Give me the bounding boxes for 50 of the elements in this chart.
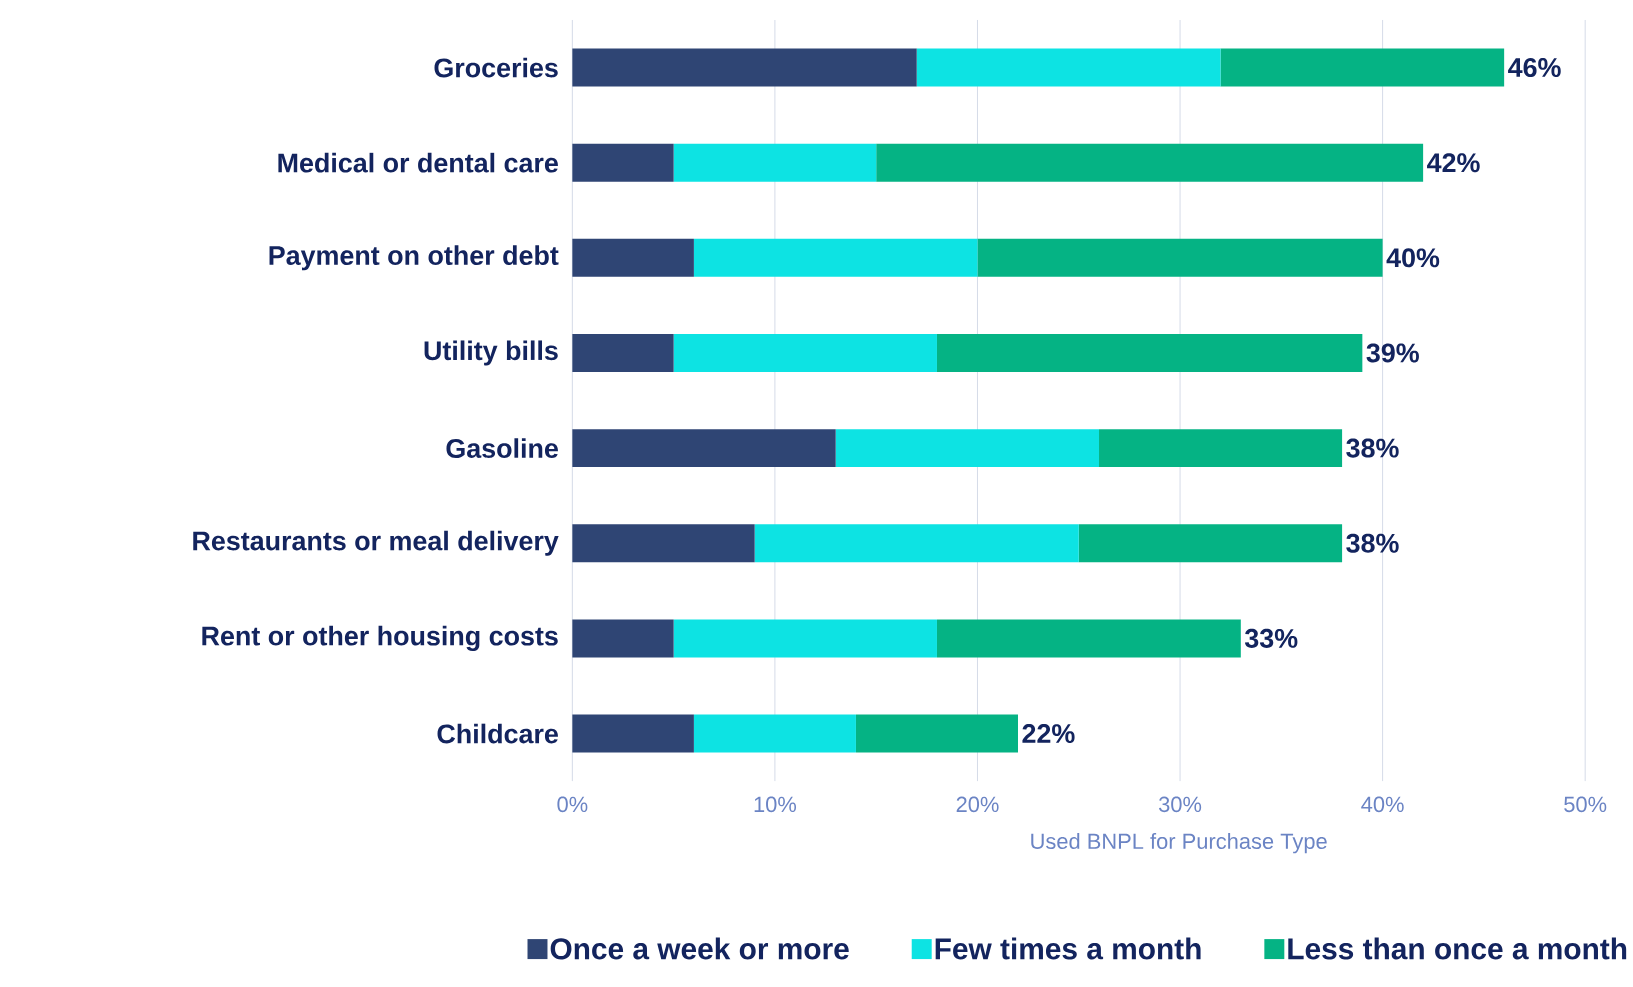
- total-label: 38%: [1346, 533, 1399, 553]
- x-tick-label: 40%: [1361, 796, 1404, 813]
- total-label: 46%: [1508, 58, 1561, 78]
- total-label: 40%: [1386, 248, 1440, 268]
- y-tick-label: Rent or other housing costs: [202, 625, 558, 652]
- bar: [693, 714, 856, 753]
- bar: [855, 714, 1018, 753]
- x-tick-label: 0%: [557, 796, 588, 813]
- y-tick-label: Childcare: [437, 723, 558, 744]
- bar: [1099, 429, 1343, 468]
- total-label: 42%: [1427, 153, 1480, 173]
- bar: [673, 619, 937, 658]
- bar: [572, 334, 674, 373]
- y-tick-label: Medical or dental care: [278, 152, 558, 173]
- total-label: 33%: [1244, 628, 1298, 648]
- y-tick-label: Payment on other debt: [269, 245, 559, 271]
- y-tick-label: Gasoline: [446, 438, 558, 459]
- bar: [572, 524, 755, 563]
- total-label: 22%: [1022, 724, 1075, 744]
- bar: [977, 238, 1383, 277]
- bar: [572, 714, 694, 753]
- y-tick-label: Restaurants or meal delivery: [193, 530, 559, 556]
- bar: [1220, 48, 1505, 87]
- x-tick-label: 30%: [1158, 796, 1202, 813]
- total-label: 38%: [1346, 438, 1399, 458]
- legend-label: Few times a month: [935, 937, 1201, 960]
- bar: [835, 429, 1100, 468]
- bar: [916, 48, 1221, 87]
- legend-label: Less than once a month: [1288, 937, 1627, 960]
- x-tick-label: 20%: [956, 796, 999, 813]
- bar: [673, 143, 877, 182]
- bar: [572, 238, 694, 277]
- bar: [876, 143, 1424, 182]
- y-tick-label: Groceries: [434, 57, 558, 78]
- bar: [693, 238, 978, 277]
- bar: [572, 429, 836, 468]
- x-tick-label: 50%: [1564, 796, 1607, 813]
- bar: [1078, 524, 1343, 563]
- y-tick-label: Utility bills: [424, 340, 558, 366]
- legend-label: Once a week or more: [550, 937, 849, 960]
- bar: [572, 619, 674, 658]
- x-axis-title: Used BNPL for Purchase Type: [1031, 832, 1327, 854]
- bar: [936, 334, 1363, 373]
- bar: [936, 619, 1241, 658]
- bar: [572, 48, 917, 87]
- bar: [754, 524, 1079, 563]
- total-label: 39%: [1366, 343, 1419, 363]
- bar: [673, 334, 937, 373]
- x-tick-label: 10%: [754, 796, 797, 813]
- bar: [572, 143, 674, 182]
